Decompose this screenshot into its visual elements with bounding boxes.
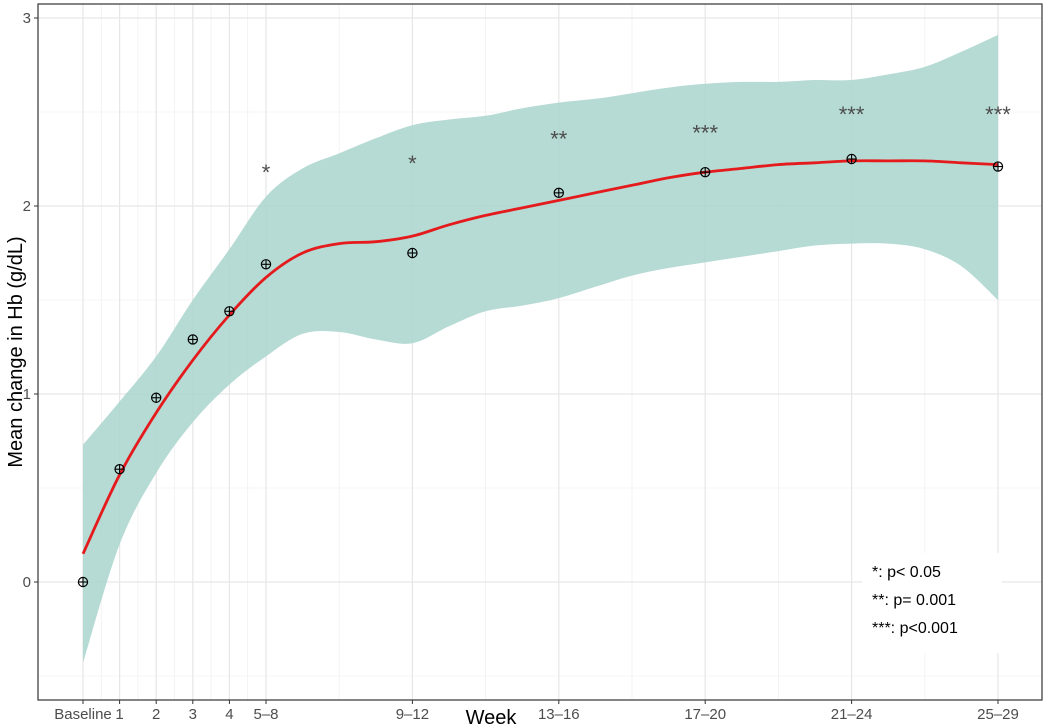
- legend-entry-p-lt-0001: ***: p<0.001: [872, 620, 958, 637]
- significance-labels-layer: * *** ****** ***: [262, 102, 1012, 185]
- data-point-8: [700, 166, 711, 178]
- y-axis-title: Mean change in Hb (g/dL): [5, 236, 27, 467]
- confidence-band: [83, 34, 998, 663]
- y-tick-label-2: 2: [23, 198, 31, 215]
- legend-entry-p005: *: p< 0.05: [872, 564, 941, 581]
- data-point-5: [260, 259, 272, 270]
- x-tick-label-1: 1: [115, 706, 123, 723]
- y-tick-layer: 0 1 2 3: [23, 10, 38, 591]
- significance-label-3: ***: [692, 121, 718, 146]
- confidence-band-layer: [83, 34, 998, 663]
- x-tick-label-2: 2: [152, 706, 160, 723]
- data-point-9: [846, 153, 857, 165]
- significance-label-5: ***: [985, 102, 1011, 127]
- data-point-2: [150, 392, 162, 403]
- y-tick-label-1: 1: [23, 386, 31, 403]
- x-tick-label-0: Baseline: [54, 706, 112, 723]
- x-tick-label-4: 4: [225, 706, 233, 723]
- y-tick-label-3: 3: [23, 10, 31, 27]
- x-tick-label-7: 13–16: [538, 706, 580, 723]
- data-point-4: [224, 306, 235, 317]
- x-tick-label-6: 9–12: [396, 706, 429, 723]
- smooth-line: [81, 159, 999, 555]
- x-tick-layer: Baseline 1 2 3 4 5–8 9–12 13–16 17–20 21–24 25–29: [54, 700, 1019, 723]
- x-tick-label-3: 3: [189, 706, 197, 723]
- significance-label-1: *: [408, 151, 417, 176]
- y-tick-label-0: 0: [23, 574, 31, 591]
- data-point-6: [407, 247, 418, 259]
- data-point-1: [114, 464, 125, 475]
- x-axis-title: Week: [466, 707, 518, 727]
- data-points-layer: [77, 153, 1004, 588]
- significance-label-4: ***: [839, 102, 865, 127]
- panel-border: [37, 3, 1043, 701]
- data-point-3: [187, 334, 198, 345]
- x-tick-label-8: 17–20: [684, 706, 726, 723]
- data-point-7: [553, 187, 565, 199]
- legend: *: p< 0.05 **: p= 0.001 ***: p<0.001: [862, 553, 1002, 653]
- legend-box: [862, 553, 1002, 653]
- data-point-10: [992, 161, 1004, 172]
- legend-entry-p0001: **: p= 0.001: [872, 592, 956, 609]
- x-tick-label-9: 21–24: [831, 706, 873, 723]
- x-tick-label-10: 25–29: [977, 706, 1019, 723]
- smooth-line-layer: [81, 159, 999, 555]
- significance-label-0: *: [262, 160, 271, 185]
- data-point-0: [77, 576, 89, 588]
- x-tick-label-5: 5–8: [253, 706, 278, 723]
- significance-label-2: **: [550, 126, 568, 151]
